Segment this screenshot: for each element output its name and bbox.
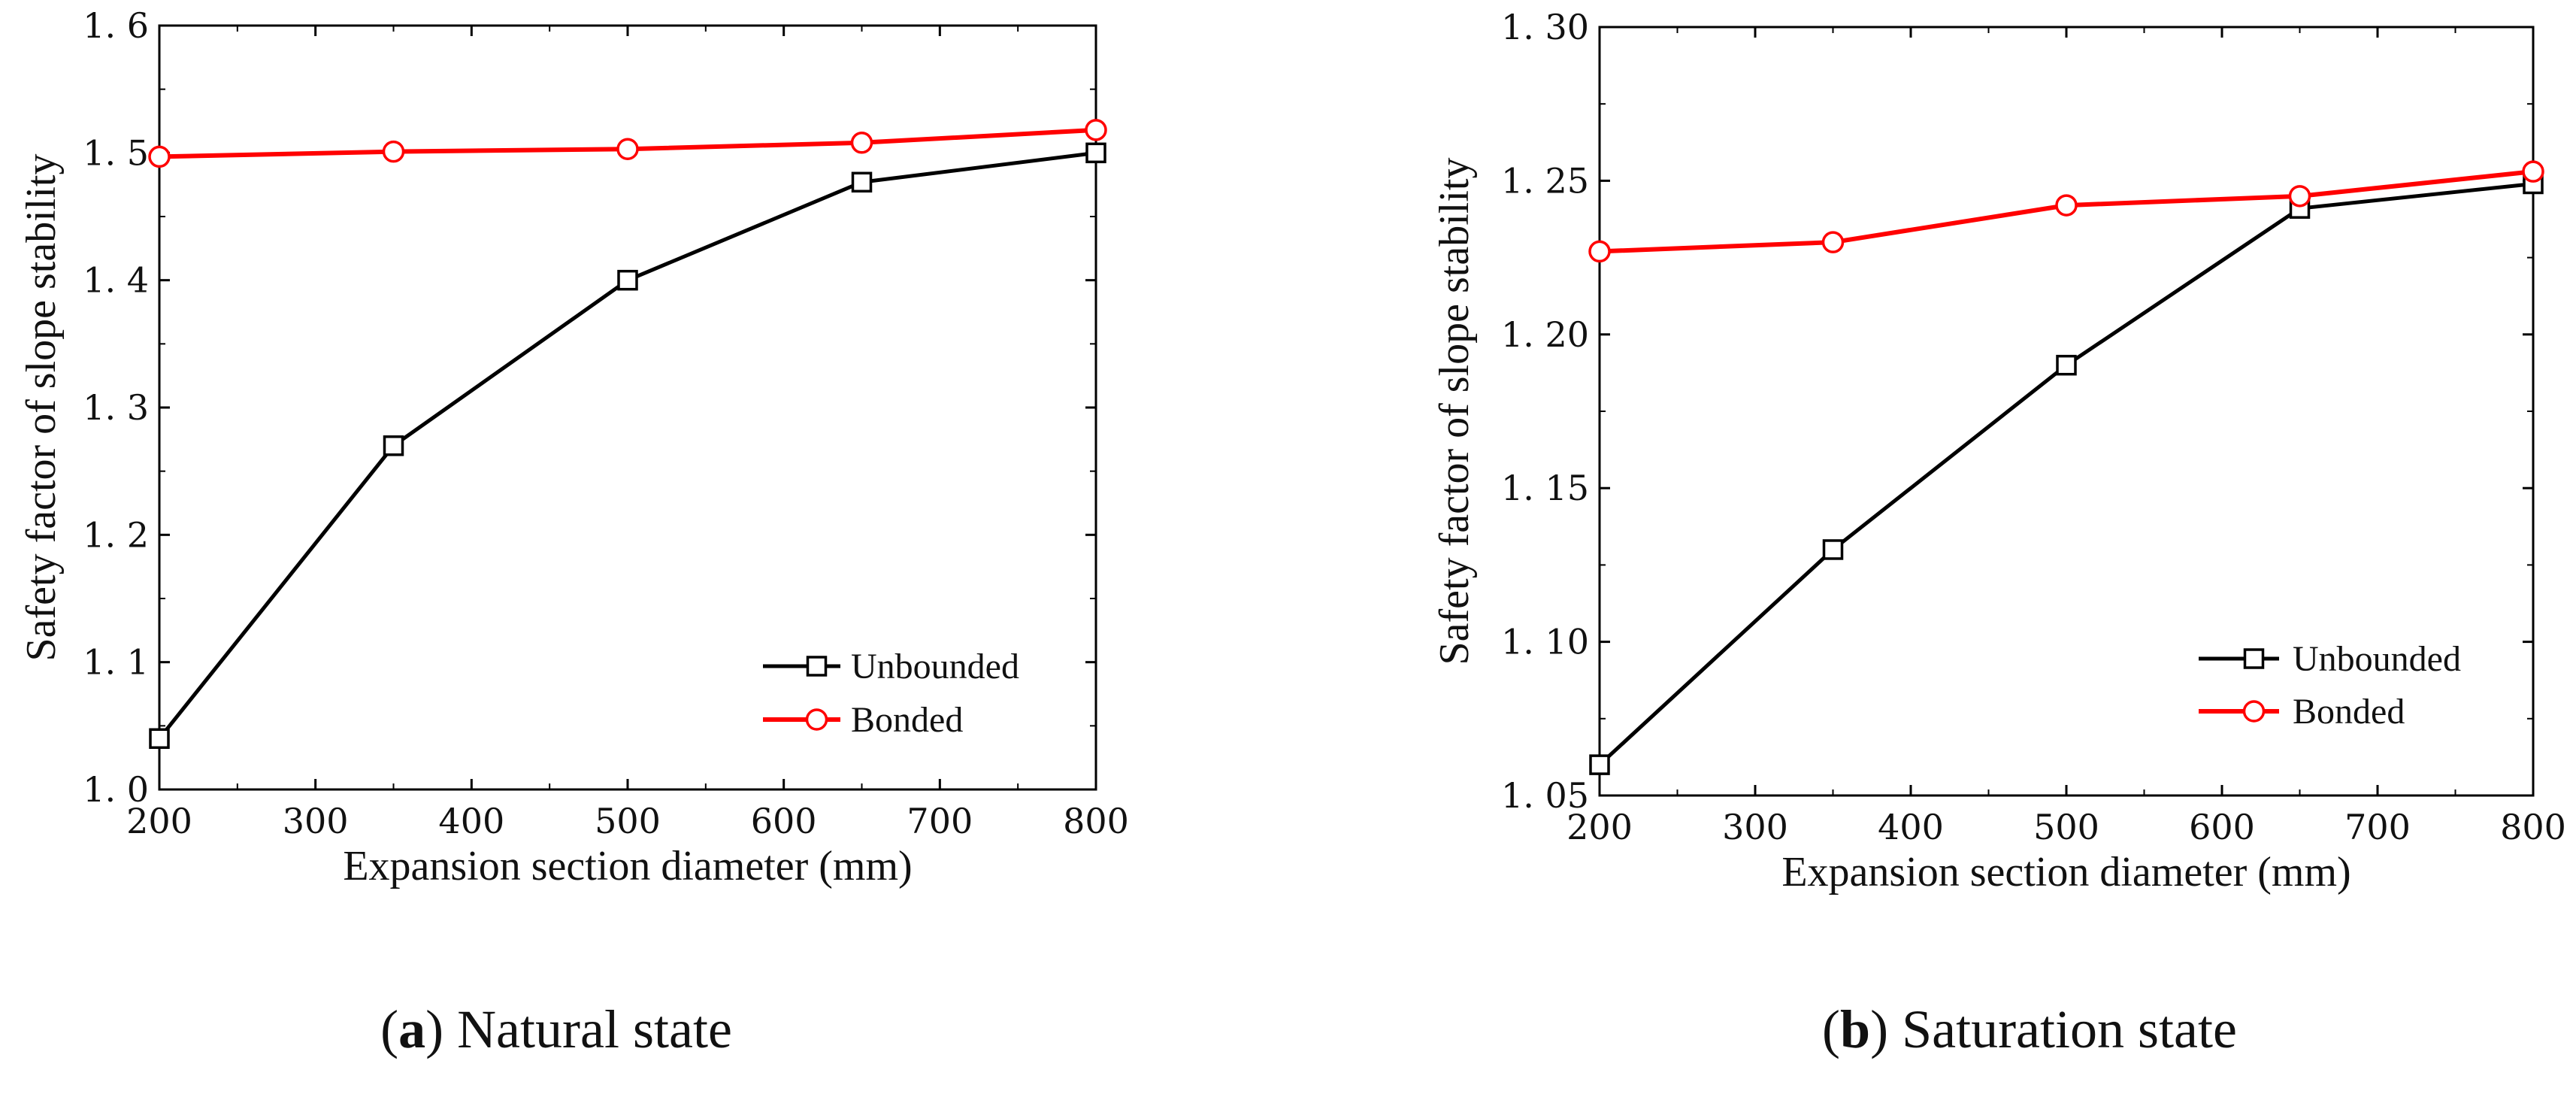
y-tick-label: 1. 2 xyxy=(83,514,149,555)
legend-circle-marker xyxy=(805,708,828,731)
y-tick-label: 1. 15 xyxy=(1501,468,1589,508)
data-point-unbounded xyxy=(383,435,404,456)
x-tick-label: 200 xyxy=(126,801,192,841)
y-tick-label: 1. 6 xyxy=(83,5,149,46)
y-tick-label: 1. 10 xyxy=(1501,622,1589,662)
panel-caption: (b) Saturation state xyxy=(1822,999,2237,1059)
plot-frame xyxy=(1598,26,2535,797)
caption-letter: b xyxy=(1840,999,1870,1059)
legend-circle-marker xyxy=(2242,700,2266,723)
data-point-bonded xyxy=(1821,231,1845,253)
x-axis-label: Expansion section diameter (mm) xyxy=(343,843,912,889)
panel-caption: (a) Natural state xyxy=(380,999,732,1059)
y-tick-label: 1. 4 xyxy=(83,260,149,301)
legend-square-marker xyxy=(2243,648,2265,669)
y-tick-label: 1. 20 xyxy=(1501,314,1589,355)
legend: Unbounded Bonded xyxy=(2199,639,2461,732)
legend-square-marker xyxy=(806,656,828,677)
data-point-unbounded xyxy=(1085,142,1106,164)
caption-text: Saturation state xyxy=(1902,999,2237,1059)
data-point-bonded xyxy=(850,132,873,154)
x-tick-label: 800 xyxy=(2500,807,2566,847)
data-point-unbounded xyxy=(149,728,170,750)
legend-label-unbounded: Unbounded xyxy=(2293,639,2461,679)
data-point-unbounded xyxy=(851,171,873,193)
y-axis-label: Safety factor of slope stability xyxy=(1431,158,1478,665)
y-tick-label: 1. 1 xyxy=(83,642,149,683)
legend-label-bonded: Bonded xyxy=(2293,692,2405,732)
data-point-unbounded xyxy=(617,269,638,291)
legend-label-bonded: Bonded xyxy=(851,700,963,740)
caption-letter: a xyxy=(398,999,425,1059)
caption-open-paren: ( xyxy=(380,999,398,1059)
x-tick-label: 700 xyxy=(2344,807,2411,847)
x-tick-label: 300 xyxy=(1722,807,1788,847)
data-point-bonded xyxy=(2288,185,2311,208)
x-tick-label: 600 xyxy=(2189,807,2255,847)
y-axis-label: Safety factor of slope stability xyxy=(18,154,65,662)
data-point-bonded xyxy=(148,145,171,168)
caption-text: Natural state xyxy=(457,999,732,1059)
x-axis-label: Expansion section diameter (mm) xyxy=(1781,849,2350,895)
data-point-bonded xyxy=(1085,119,1107,141)
x-tick-label: 500 xyxy=(595,801,661,841)
y-tick-label: 1. 5 xyxy=(83,132,149,173)
data-point-bonded xyxy=(2522,160,2544,183)
caption-close-paren: ) xyxy=(425,999,457,1059)
data-point-unbounded xyxy=(1589,754,1610,775)
x-tick-label: 200 xyxy=(1566,807,1633,847)
y-tick-label: 1. 25 xyxy=(1501,160,1589,201)
legend: Unbounded Bonded xyxy=(763,647,1019,740)
data-point-unbounded xyxy=(1822,539,1844,560)
data-point-bonded xyxy=(616,138,639,161)
x-tick-label: 500 xyxy=(2033,807,2099,847)
data-point-bonded xyxy=(2055,194,2078,217)
caption-open-paren: ( xyxy=(1822,999,1840,1059)
x-tick-label: 800 xyxy=(1063,801,1129,841)
caption-close-paren: ) xyxy=(1870,999,1902,1059)
chart-panel-b: 200 300 400 500 600 700 800 1. 05 1. 10 1. 15 1. 2… xyxy=(1431,7,2566,1059)
y-tick-label: 1. 05 xyxy=(1501,775,1589,816)
x-tick-label: 400 xyxy=(1878,807,1944,847)
y-tick-label: 1. 30 xyxy=(1501,7,1589,47)
data-point-bonded xyxy=(1588,240,1611,263)
y-tick-label: 1. 0 xyxy=(83,769,149,810)
legend-label-unbounded: Unbounded xyxy=(851,647,1019,686)
chart-panel-a: 200 300 400 500 600 700 800 1. 0 1. 1 1. 2 1. 3 1. … xyxy=(18,5,1129,1059)
data-point-unbounded xyxy=(2056,354,2077,376)
x-tick-label: 300 xyxy=(283,801,349,841)
data-point-bonded xyxy=(382,140,405,163)
y-tick-label: 1. 3 xyxy=(83,387,149,428)
x-tick-label: 600 xyxy=(751,801,817,841)
x-tick-label: 400 xyxy=(438,801,504,841)
x-tick-label: 700 xyxy=(907,801,973,841)
